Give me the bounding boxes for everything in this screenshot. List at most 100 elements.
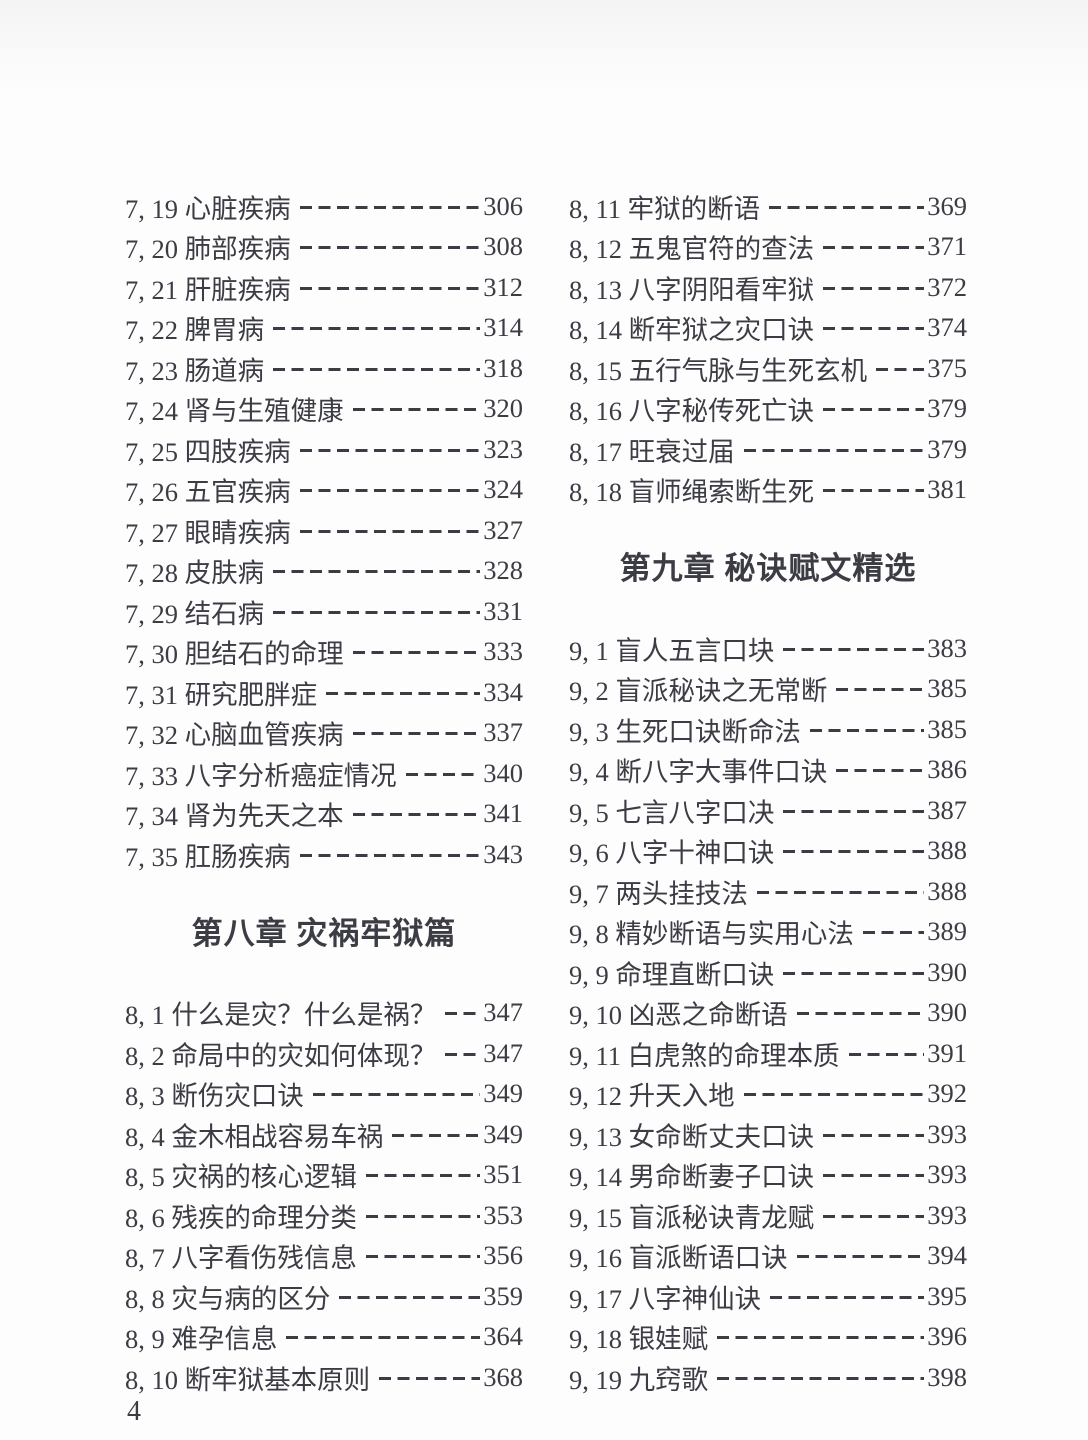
- toc-entry-label: 8, 13 八字阴阳看牢狱: [569, 274, 815, 305]
- toc-entry-label: 9, 17 八字神仙诀: [569, 1283, 762, 1314]
- dash-leader: [717, 1376, 925, 1380]
- toc-entry-page: 359: [483, 1280, 523, 1311]
- dash-leader: [405, 772, 481, 776]
- dash-leader: [379, 1376, 481, 1380]
- toc-entry-page: 383: [927, 632, 967, 663]
- toc-entry-page: 371: [927, 231, 967, 262]
- dash-leader: [823, 246, 925, 250]
- toc-entry-page: 379: [927, 433, 967, 464]
- toc-entry: 9, 12 升天入地 392: [569, 1074, 967, 1115]
- page-number: 4: [127, 1396, 141, 1427]
- toc-entry: 8, 9 难孕信息 364: [125, 1317, 523, 1358]
- dash-leader: [783, 850, 925, 854]
- toc-entry: 7, 35 肛肠疾病 343: [125, 834, 523, 875]
- toc-entry: 9, 14 男命断妻子口诀 393: [569, 1155, 967, 1196]
- toc-entry-page: 364: [483, 1321, 523, 1352]
- dash-leader: [299, 286, 481, 290]
- toc-entry-label: 8, 12 五鬼官符的查法: [569, 234, 815, 265]
- toc-entry-page: 320: [483, 393, 523, 424]
- toc-entry: 7, 33 八字分析癌症情况 340: [125, 753, 523, 794]
- dash-leader: [796, 1255, 925, 1259]
- toc-entry-page: 334: [483, 676, 523, 707]
- toc-entry-page: 308: [483, 231, 523, 262]
- toc-entry-page: 356: [483, 1240, 523, 1271]
- dash-leader: [392, 1133, 481, 1137]
- toc-entry-page: 349: [483, 1118, 523, 1149]
- toc-entry: 7, 30 胆结石的命理 333: [125, 632, 523, 673]
- dash-leader: [352, 813, 481, 817]
- toc-entry-label: 9, 8 精妙断语与实用心法: [569, 919, 854, 950]
- toc-entry-page: 390: [927, 956, 967, 987]
- dash-leader: [299, 246, 481, 250]
- toc-entry: 7, 24 肾与生殖健康 320: [125, 389, 523, 430]
- toc-entry: 9, 15 盲派秘诀青龙赋 393: [569, 1195, 967, 1236]
- toc-entry: 8, 12 五鬼官符的查法 371: [569, 227, 967, 268]
- toc-entry-label: 9, 11 白虎煞的命理本质: [569, 1040, 840, 1071]
- toc-entry-page: 386: [927, 754, 967, 785]
- dash-leader: [743, 448, 925, 452]
- toc-entry-page: 379: [927, 393, 967, 424]
- toc-entry-label: 7, 27 眼睛疾病: [125, 517, 291, 548]
- dash-leader: [312, 1093, 481, 1097]
- toc-entry-page: 312: [483, 271, 523, 302]
- dash-leader: [823, 1214, 925, 1218]
- dash-leader: [876, 367, 925, 371]
- toc-entry-label: 9, 15 盲派秘诀青龙赋: [569, 1202, 815, 1233]
- toc-entry-page: 390: [927, 997, 967, 1028]
- toc-entry-label: 9, 18 银娃赋: [569, 1324, 709, 1355]
- toc-entry-label: 7, 29 结石病: [125, 598, 265, 629]
- toc-entry-label: 7, 23 肠道病: [125, 355, 265, 386]
- toc-entry: 9, 3 生死口诀断命法 385: [569, 709, 967, 750]
- toc-entry-label: 9, 2 盲派秘诀之无常断: [569, 676, 828, 707]
- toc-entry: 7, 23 肠道病 318: [125, 348, 523, 389]
- toc-entry-page: 353: [483, 1199, 523, 1230]
- toc-entry: 7, 19 心脏疾病 306: [125, 186, 523, 227]
- dash-leader: [299, 529, 481, 533]
- toc-entry: 8, 2 命局中的灾如何体现？ 347: [125, 1033, 523, 1074]
- toc-entry-label: 8, 10 断牢狱基本原则: [125, 1364, 371, 1395]
- toc-entry: 9, 8 精妙断语与实用心法 389: [569, 912, 967, 953]
- toc-entry: 7, 25 四肢疾病 323: [125, 429, 523, 470]
- toc-entry-page: 318: [483, 352, 523, 383]
- toc-entry: 7, 31 研究肥胖症 334: [125, 672, 523, 713]
- dash-leader: [273, 610, 481, 614]
- toc-entry-label: 8, 6 残疾的命理分类: [125, 1202, 357, 1233]
- toc-entry-label: 8, 11 牢狱的断语: [569, 193, 761, 224]
- toc-entry-label: 9, 5 七言八字口决: [569, 797, 775, 828]
- dash-leader: [273, 367, 481, 371]
- toc-entry-page: 393: [927, 1199, 967, 1230]
- toc-entry-page: 394: [927, 1240, 967, 1271]
- dash-leader: [352, 732, 481, 736]
- toc-entry-page: 395: [927, 1280, 967, 1311]
- toc-entry-label: 7, 25 四肢疾病: [125, 436, 291, 467]
- dash-leader: [823, 327, 925, 331]
- toc-entry-label: 8, 5 灾祸的核心逻辑: [125, 1162, 357, 1193]
- toc-entry: 7, 29 结石病 331: [125, 591, 523, 632]
- dash-leader: [717, 1336, 925, 1340]
- toc-entry-page: 324: [483, 474, 523, 505]
- dash-leader: [823, 1174, 925, 1178]
- toc-left-column: 7, 19 心脏疾病 306 7, 20 肺部疾病 308 7, 21 肝脏疾病: [125, 186, 523, 1398]
- toc-entry: 9, 7 两头挂技法 388: [569, 871, 967, 912]
- dash-leader: [352, 651, 481, 655]
- chapter-8-heading: 第八章 灾祸牢狱篇: [191, 915, 457, 951]
- toc-entry-page: 327: [483, 514, 523, 545]
- toc-entry: 7, 27 眼睛疾病 327: [125, 510, 523, 551]
- toc-entry-label: 9, 4 断八字大事件口诀: [569, 757, 828, 788]
- toc-entry-label: 9, 19 九窍歌: [569, 1364, 709, 1395]
- toc-entry-page: 306: [483, 190, 523, 221]
- dash-leader: [862, 931, 925, 935]
- toc-entry-label: 7, 24 肾与生殖健康: [125, 396, 344, 427]
- dash-leader: [783, 809, 925, 813]
- toc-entry-page: 385: [927, 673, 967, 704]
- toc-entry-label: 9, 9 命理直断口诀: [569, 959, 775, 990]
- toc-entry-page: 372: [927, 271, 967, 302]
- toc-entry: 8, 15 五行气脉与生死玄机 375: [569, 348, 967, 389]
- dash-leader: [836, 688, 925, 692]
- toc-entry-label: 8, 7 八字看伤残信息: [125, 1243, 357, 1274]
- toc-entry-label: 8, 3 断伤灾口诀: [125, 1081, 304, 1112]
- chapter-9-heading: 第九章 秘诀赋文精选: [619, 551, 917, 586]
- dash-leader: [365, 1174, 481, 1178]
- toc-entry-label: 8, 2 命局中的灾如何体现？: [125, 1040, 437, 1071]
